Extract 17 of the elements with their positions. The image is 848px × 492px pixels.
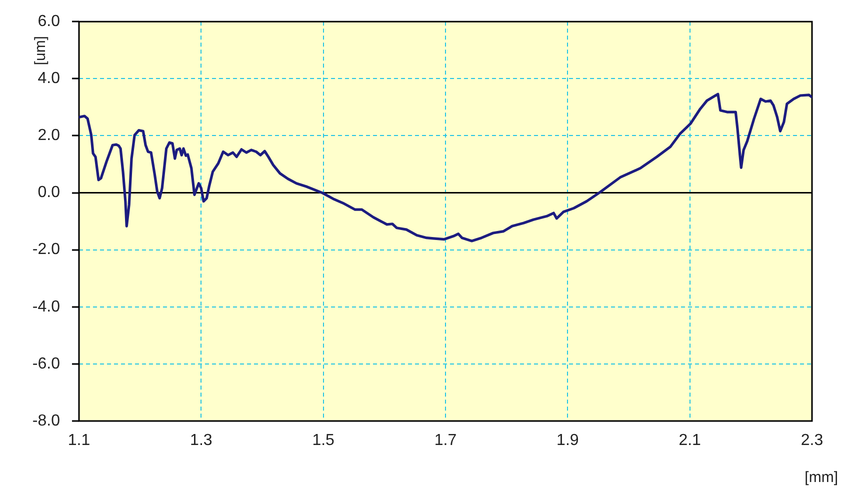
y-tick-label: 2.0 <box>38 127 60 144</box>
y-tick-label: -4.0 <box>32 298 60 316</box>
y-tick-label: 0.0 <box>38 184 60 202</box>
x-tick-label: 2.3 <box>800 432 824 450</box>
x-tick-label: 1.5 <box>312 432 335 450</box>
y-tick-label: 4.0 <box>38 70 60 88</box>
x-tick-label: 1.1 <box>68 432 90 450</box>
y-tick-label: -8.0 <box>32 412 60 430</box>
y-axis-title: [um] <box>32 36 50 66</box>
x-axis-title: [mm] <box>804 469 838 486</box>
x-tick-label: 1.3 <box>190 432 212 450</box>
x-tick-label: 2.1 <box>678 432 702 450</box>
x-tick-label: 1.7 <box>434 432 457 450</box>
y-tick-label: -6.0 <box>32 355 60 372</box>
x-tick-label: 1.9 <box>556 432 579 450</box>
y-tick-label: -2.0 <box>32 241 60 258</box>
y-tick-label: 6.0 <box>38 13 60 30</box>
